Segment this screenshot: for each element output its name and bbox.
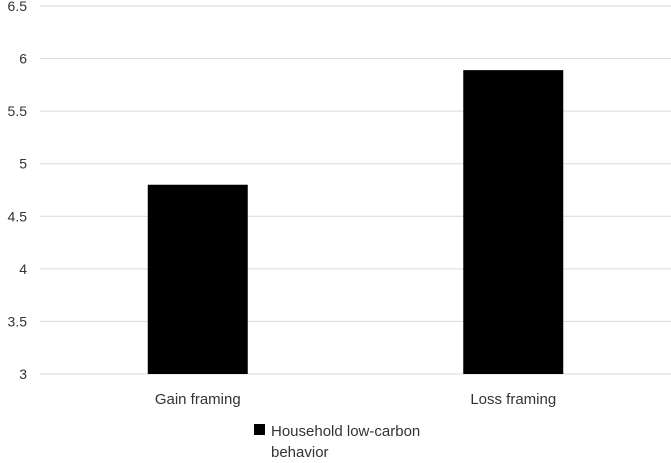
bar-loss-framing — [463, 70, 564, 374]
legend-swatch — [254, 424, 265, 435]
x-category-label: Gain framing — [155, 391, 241, 408]
legend-label: Household low-carbon behavior — [271, 423, 421, 461]
y-tick-label: 5.5 — [8, 103, 28, 119]
y-tick-label: 3 — [19, 366, 27, 382]
y-axis-tick-labels: 3 3.5 4 4.5 5 5.5 6 6.5 — [8, 0, 28, 382]
x-category-label: Loss framing — [470, 391, 556, 408]
y-tick-label: 5 — [19, 156, 27, 172]
y-tick-label: 3.5 — [8, 313, 28, 329]
x-axis-category-labels: Gain framing Loss framing — [155, 391, 556, 408]
gridlines — [40, 5, 671, 375]
bar-gain-framing — [147, 184, 248, 374]
y-tick-label: 4 — [19, 261, 27, 277]
bars — [147, 70, 564, 374]
y-tick-label: 6 — [19, 51, 27, 67]
y-tick-label: 4.5 — [8, 208, 28, 224]
y-tick-label: 6.5 — [8, 0, 28, 14]
